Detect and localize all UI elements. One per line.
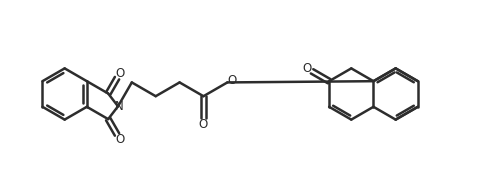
Text: N: N [114, 100, 123, 113]
Text: O: O [198, 118, 208, 131]
Text: O: O [115, 67, 124, 79]
Text: O: O [227, 74, 237, 87]
Text: O: O [115, 133, 124, 146]
Text: O: O [301, 62, 311, 75]
